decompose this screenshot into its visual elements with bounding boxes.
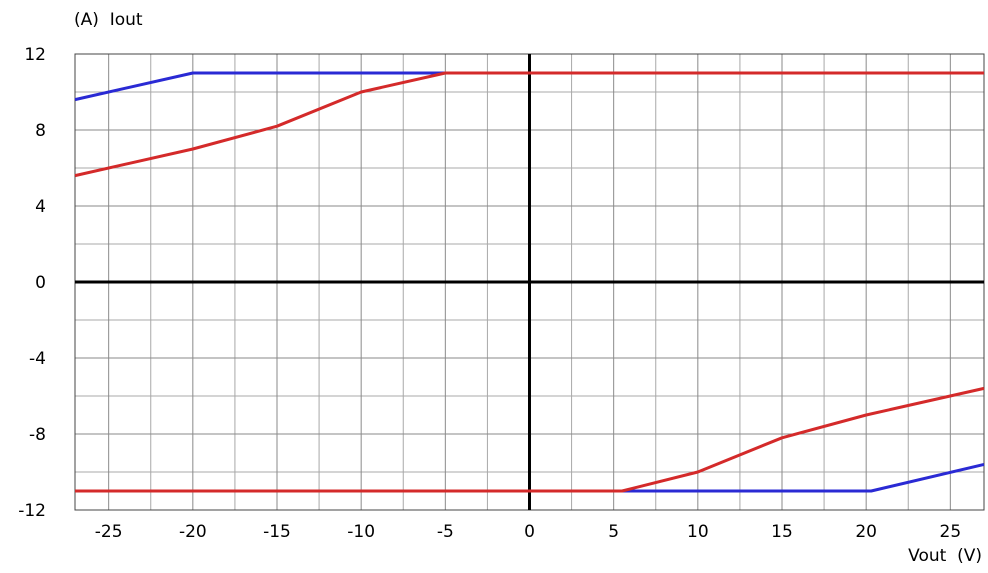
x-tick-label: 15 [771,522,793,542]
x-tick-label: -20 [179,522,207,542]
x-tick-label: 10 [687,522,709,542]
y-tick-label: 0 [35,273,46,293]
y-tick-label: -12 [18,501,46,521]
series-2-line-2 [75,386,985,493]
y-tick-label: 8 [35,121,46,141]
x-axis-title: Vout (V) [908,546,982,566]
x-tick-label: 5 [608,522,619,542]
x-tick-label: -25 [95,522,123,542]
x-tick-label: -15 [263,522,291,542]
series-2-line-1 [74,71,984,178]
y-tick-label: 12 [24,45,46,65]
x-tick-label: 25 [940,522,962,542]
y-tick-label: -8 [29,425,46,445]
x-tick-label: 20 [855,522,877,542]
y-axis-title: (A) Iout [74,10,143,30]
y-tick-label: 4 [35,197,46,217]
x-tick-labels: -25 -20 -15 -10 -5 0 5 10 15 20 25 [95,522,961,542]
y-tick-label: -4 [29,349,46,369]
zero-axes [75,54,984,510]
x-tick-label: -10 [347,522,375,542]
x-tick-label: -5 [437,522,454,542]
series-layer [74,71,985,493]
x-tick-label: 0 [524,522,535,542]
y-tick-labels: 12 8 4 0 -4 -8 -12 [18,45,46,521]
